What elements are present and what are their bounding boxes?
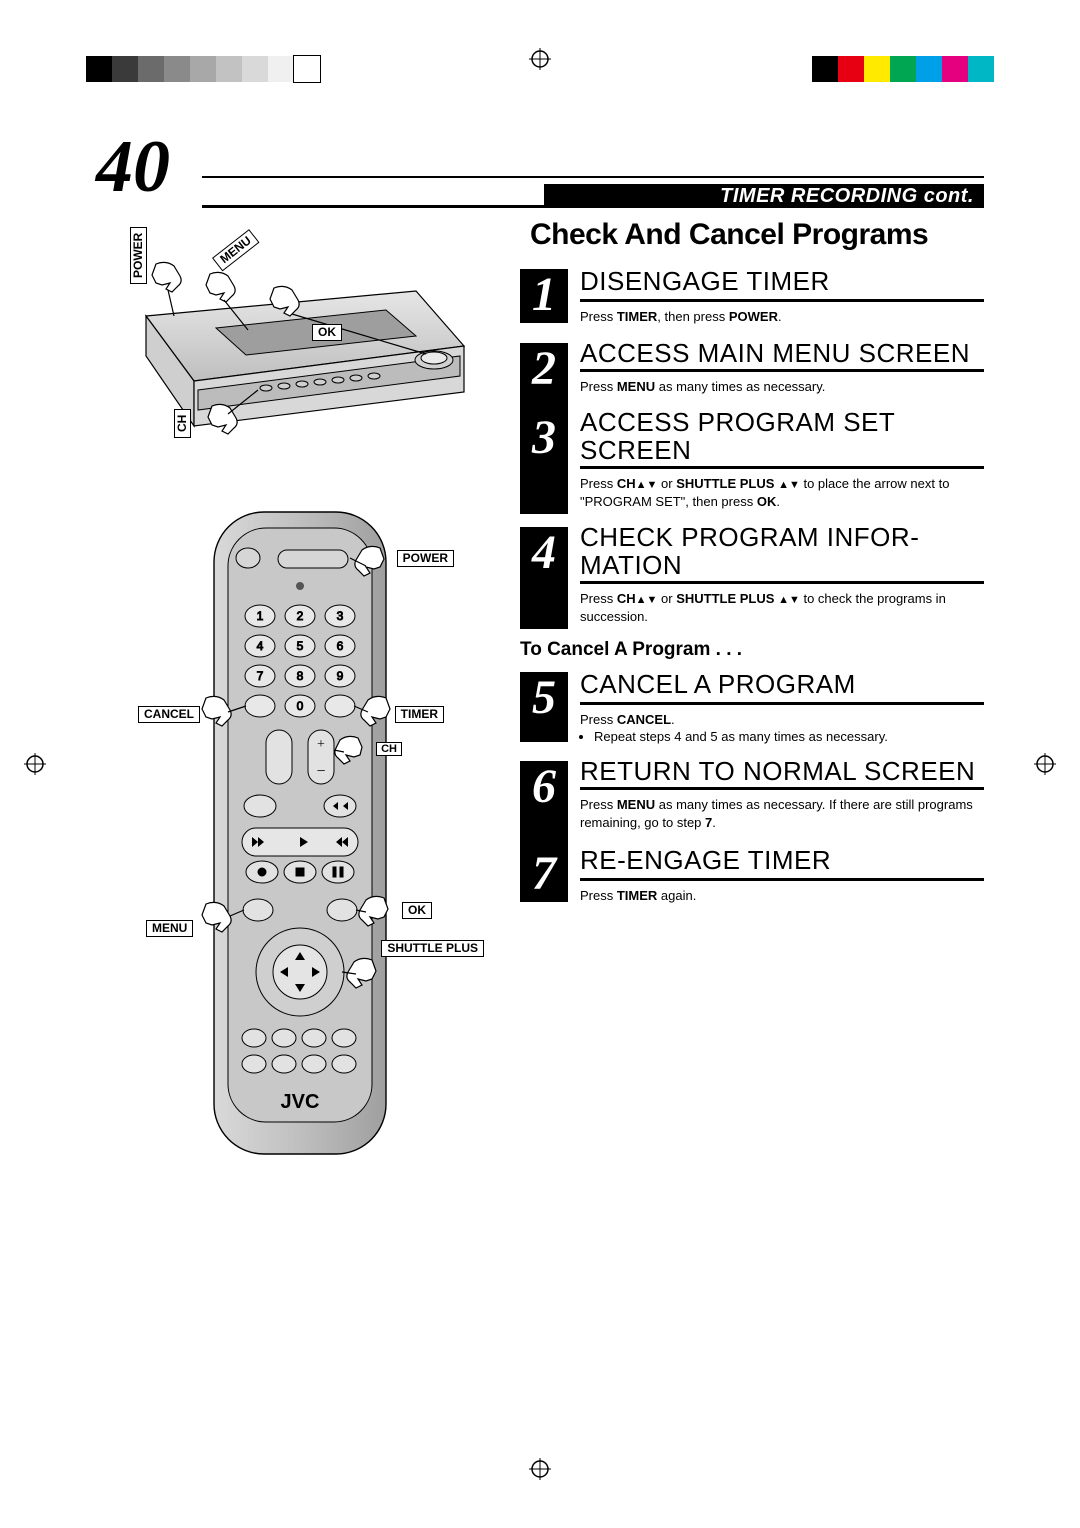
step-body: Press MENU as many times as necessary. I…	[580, 796, 984, 831]
remote-label-timer: TIMER	[395, 706, 444, 723]
step-7: 7 RE-ENGAGE TIMER Press TIMER again.	[520, 845, 984, 905]
svg-text:8: 8	[297, 669, 304, 683]
svg-text:−: −	[316, 763, 325, 780]
step-number-box: 4	[520, 527, 568, 629]
step-body: Press MENU as many times as necessary.	[580, 378, 984, 396]
step-number-box: 1	[520, 269, 568, 323]
remote-label-shuttle-plus: SHUTTLE PLUS	[381, 940, 484, 957]
svg-text:7: 7	[257, 669, 264, 683]
registration-mark-bottom	[529, 1458, 551, 1480]
step-title: CHECK PROGRAM INFOR­MATION	[580, 524, 984, 584]
step-body: Press CANCEL.	[580, 711, 984, 729]
step-title: RETURN TO NORMAL SCREEN	[580, 758, 984, 790]
brand-logo: JVC	[281, 1091, 320, 1113]
step-4: 4CHECK PROGRAM INFOR­MATION Press CH▲▼ or…	[520, 524, 984, 625]
remote-label-ch: CH	[376, 742, 402, 756]
page-number: 40	[96, 125, 170, 210]
step-number: 6	[520, 761, 568, 819]
step-title: DISENGAGE TIMER	[580, 266, 984, 302]
remote-label-cancel: CANCEL	[138, 706, 200, 723]
svg-text:4: 4	[257, 639, 264, 653]
page: 40 TIMER RECORDING cont. Check And Cance…	[0, 0, 1080, 1528]
step-number: 2	[520, 343, 568, 401]
vcr-label-power: POWER	[130, 227, 147, 284]
registration-mark-top	[529, 48, 551, 70]
step-2: 2ACCESS MAIN MENU SCREENPress MENU as ma…	[520, 340, 984, 396]
vcr-label-ok: OK	[312, 324, 342, 341]
page-header: 40 TIMER RECORDING cont.	[96, 154, 984, 210]
remote-label-power: POWER	[397, 550, 454, 567]
svg-text:5: 5	[297, 639, 304, 653]
svg-text:9: 9	[337, 669, 344, 683]
step-title: ACCESS MAIN MENU SCREEN	[580, 340, 984, 372]
step-number-box: 7	[520, 848, 568, 902]
step-body: Press TIMER, then press POWER.	[580, 308, 984, 326]
step-body: Press CH▲▼ or SHUTTLE PLUS ▲▼ to place t…	[580, 475, 984, 510]
svg-text:3: 3	[337, 609, 344, 623]
svg-text:1: 1	[257, 609, 264, 623]
svg-text:0: 0	[297, 699, 304, 713]
vcr-illustration: POWER MENU OK CH	[116, 256, 476, 466]
step-body: Press TIMER again.	[580, 887, 984, 905]
remote-illustration: 1 2 3 4 5 6 7 8 9 0 + −	[150, 506, 450, 1186]
step-title: RE-ENGAGE TIMER	[580, 845, 984, 881]
registration-mark-left	[24, 753, 46, 775]
section-bar: TIMER RECORDING cont.	[544, 184, 984, 208]
left-illustration-column: POWER MENU OK CH 1 2 3	[116, 256, 496, 1186]
step-number: 5	[520, 672, 568, 730]
step-number: 7	[520, 848, 568, 906]
step-5: 5 CANCEL A PROGRAM Press CANCEL.Repeat ste…	[520, 669, 984, 744]
svg-text:6: 6	[337, 639, 344, 653]
step-title: CANCEL A PROGRAM	[580, 669, 984, 705]
step-3: 3ACCESS PROGRAM SET SCREEN Press CH▲▼ or …	[520, 409, 984, 510]
steps-column: 1 DISENGAGE TIMER Press TIMER, then press …	[520, 266, 984, 919]
step-number-box: 3	[520, 412, 568, 514]
step-number: 4	[520, 527, 568, 585]
step-title: ACCESS PROGRAM SET SCREEN	[580, 409, 984, 469]
grayscale-colorbar	[86, 56, 320, 82]
step-number-box: 5	[520, 672, 568, 742]
color-colorbar	[812, 56, 994, 82]
step-bullets: Repeat steps 4 and 5 as many times as ne…	[580, 729, 984, 744]
vcr-label-ch: CH	[174, 409, 191, 438]
step-1: 1 DISENGAGE TIMER Press TIMER, then press …	[520, 266, 984, 326]
remote-label-ok: OK	[402, 902, 432, 919]
step-number: 1	[520, 269, 568, 327]
svg-text:2: 2	[297, 609, 304, 623]
section-title: Check And Cancel Programs	[530, 218, 928, 252]
svg-text:+: +	[317, 737, 325, 752]
step-6: 6 RETURN TO NORMAL SCREEN Press MENU as ma…	[520, 758, 984, 831]
registration-mark-right	[1034, 753, 1056, 775]
subhead-cancel: To Cancel A Program . . .	[520, 639, 984, 661]
step-body: Press CH▲▼ or SHUTTLE PLUS ▲▼ to check t…	[580, 590, 984, 625]
remote-label-menu: MENU	[146, 920, 193, 937]
step-number: 3	[520, 412, 568, 470]
